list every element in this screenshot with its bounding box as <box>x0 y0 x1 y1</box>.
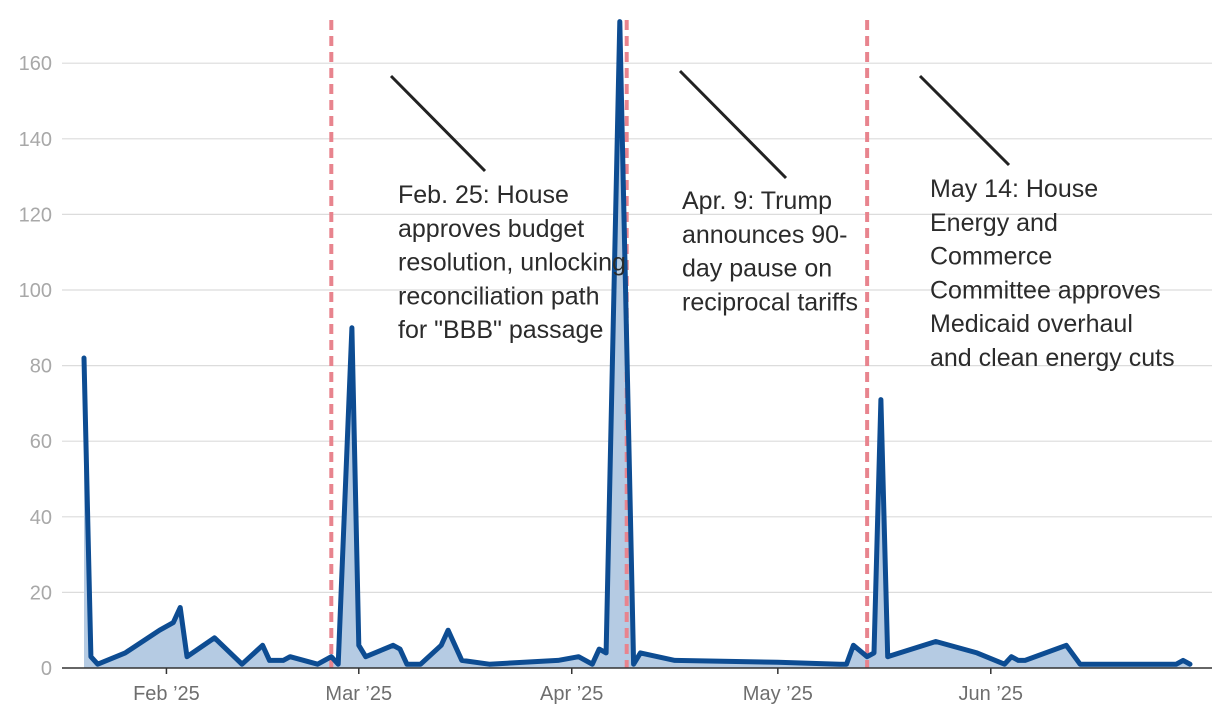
annotation-line: Energy and <box>930 209 1058 237</box>
x-tick-label: Apr ’25 <box>540 683 603 705</box>
y-tick-label: 40 <box>30 507 52 529</box>
y-tick-label: 20 <box>30 582 52 604</box>
annotation-line: for "BBB" passage <box>398 316 603 344</box>
x-axis: Feb ’25 Mar ’25 Apr ’25 May ’25 Jun ’25 <box>62 667 1212 705</box>
annotation-line: reconciliation path <box>398 282 600 310</box>
y-tick-label: 60 <box>30 431 52 453</box>
gridlines <box>62 62 1212 594</box>
annotation-line: Feb. 25: House <box>398 181 569 209</box>
annotation-1: Feb. 25: House approves budget resolution,… <box>398 181 626 344</box>
annotation-line: day pause on <box>682 255 832 283</box>
y-tick-label: 100 <box>19 280 52 302</box>
y-tick-label: 0 <box>41 658 52 680</box>
event-annotations: Feb. 25: House approves budget resolution,… <box>389 69 1175 372</box>
annotation-2: Apr. 9: Trump announces 90- day pause on re… <box>682 187 858 316</box>
annotation-line: reciprocal tariffs <box>682 288 858 316</box>
series-line-group <box>81 19 1193 667</box>
y-tick-label: 140 <box>19 129 52 151</box>
annotation-line: resolution, unlocking <box>398 249 626 277</box>
annotation-line: announces 90- <box>682 221 847 249</box>
annotation-line: Commerce <box>930 243 1052 271</box>
series-line <box>81 19 1193 667</box>
annotation-line: Apr. 9: Trump <box>682 187 832 215</box>
annotation-3: May 14: House Energy and Commerce Committee… <box>930 175 1175 372</box>
annotation-leader-2 <box>678 69 788 180</box>
annotation-line: approves budget <box>398 215 584 243</box>
annotation-line: May 14: House <box>930 175 1098 203</box>
annotation-line: Medicaid overhaul <box>930 310 1133 338</box>
annotation-line: and clean energy cuts <box>930 344 1175 372</box>
y-axis-tick-labels: 0 20 40 60 80 100 120 140 160 <box>19 53 52 680</box>
annotation-leader-1 <box>389 74 487 173</box>
x-tick-label: Feb ’25 <box>133 683 200 705</box>
annotation-line: Committee approves <box>930 276 1161 304</box>
x-tick-label: Mar ’25 <box>325 683 392 705</box>
x-tick-label: May ’25 <box>743 683 813 705</box>
x-tick-label: Jun ’25 <box>959 683 1024 705</box>
y-tick-label: 160 <box>19 53 52 75</box>
y-tick-label: 80 <box>30 356 52 378</box>
y-tick-label: 120 <box>19 204 52 226</box>
annotation-leader-3 <box>918 74 1011 167</box>
